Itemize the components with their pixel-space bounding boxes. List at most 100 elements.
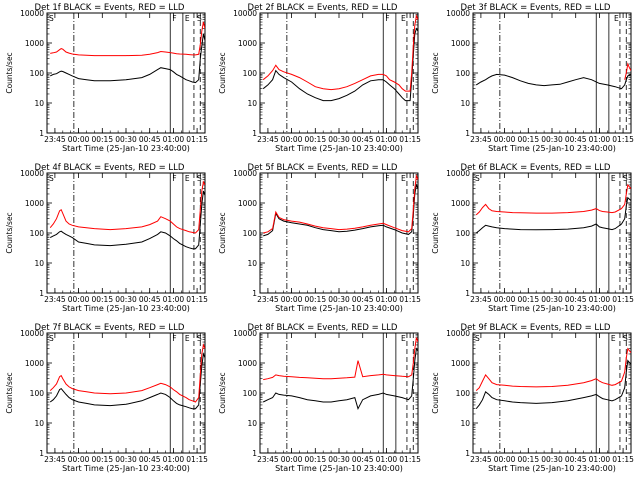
x-tick-label: 00:00	[494, 135, 516, 144]
series-line-lld	[475, 183, 631, 216]
event-marker-label: F	[385, 174, 389, 183]
y-tick-label: 1000	[238, 199, 257, 208]
x-tick-label: 00:30	[541, 135, 563, 144]
event-marker-label: S	[49, 334, 54, 343]
plot-frame	[259, 172, 419, 294]
chart-title: Det 7f BLACK = Events, RED = LLD	[35, 323, 185, 333]
chart-panel-2: Det 2f BLACK = Events, RED = LLD 1 10 100 10…	[218, 3, 421, 153]
y-tick-label: 1	[465, 129, 470, 138]
y-tick-label: 1	[465, 289, 470, 298]
x-tick-label: 23:45	[257, 295, 279, 304]
y-tick-label: 10	[34, 99, 44, 108]
chart-panel-6: Det 6f BLACK = Events, RED = LLD 1 10 100 10…	[431, 163, 634, 313]
y-tick-label: 100	[30, 389, 45, 398]
series-line-events	[49, 190, 205, 250]
series-line-lld	[475, 347, 631, 391]
chart-title: Det 8f BLACK = Events, RED = LLD	[248, 323, 398, 333]
x-tick-label: 00:00	[494, 295, 516, 304]
x-tick-label: 00:00	[281, 135, 303, 144]
y-tick-label: 100	[456, 69, 471, 78]
series-line-events	[263, 183, 418, 237]
chart-title: Det 6f BLACK = Events, RED = LLD	[461, 163, 611, 173]
x-tick-label: 01:15	[612, 135, 634, 144]
series-line-lld	[262, 14, 418, 92]
series-line-lld	[50, 21, 205, 57]
event-marker-label: E	[401, 174, 406, 183]
y-tick-label: 100	[243, 69, 258, 78]
x-axis-label: Start Time (25-Jan-10 23:40:00)	[275, 464, 403, 473]
x-tick-label: 00:30	[328, 295, 350, 304]
x-tick-label: 01:15	[399, 135, 421, 144]
x-axis-label: Start Time (25-Jan-10 23:40:00)	[62, 304, 190, 313]
y-tick-label: 10000	[233, 9, 257, 18]
x-tick-label: 00:45	[139, 295, 161, 304]
y-tick-label: 10000	[20, 169, 44, 178]
chart-title: Det 5f BLACK = Events, RED = LLD	[248, 163, 398, 173]
x-tick-label: 01:00	[589, 455, 611, 464]
y-axis-label: Counts/sec	[218, 212, 227, 253]
series-line-events	[262, 27, 418, 102]
y-tick-label: 1000	[25, 39, 44, 48]
y-tick-label: 100	[30, 229, 45, 238]
series-line-events	[49, 352, 205, 410]
event-marker-label: S	[623, 334, 628, 343]
x-tick-label: 01:00	[376, 295, 398, 304]
x-tick-label: 00:15	[304, 135, 326, 144]
chart-title: Det 2f BLACK = Events, RED = LLD	[248, 3, 398, 13]
x-tick-label: 01:15	[399, 455, 421, 464]
y-tick-label: 1000	[451, 359, 470, 368]
y-axis-label: Counts/sec	[5, 212, 14, 253]
chart-panel-7: Det 7f BLACK = Events, RED = LLD 1 10 100 10…	[5, 323, 208, 473]
y-axis-label: Counts/sec	[5, 372, 14, 413]
x-axis-label: Start Time (25-Jan-10 23:40:00)	[488, 464, 616, 473]
event-marker-label: S	[623, 174, 628, 183]
plot-frame	[259, 12, 419, 134]
event-marker-label: S	[475, 334, 480, 343]
x-tick-label: 00:45	[352, 455, 374, 464]
y-tick-label: 10	[34, 259, 44, 268]
event-marker-label: F	[172, 14, 176, 23]
x-tick-label: 23:45	[44, 455, 66, 464]
event-marker-label: S	[49, 14, 54, 23]
y-tick-label: 1	[252, 289, 257, 298]
chart-panel-9: Det 9f BLACK = Events, RED = LLD 1 10 100 10…	[431, 323, 634, 473]
x-tick-label: 00:00	[68, 135, 90, 144]
x-tick-label: 01:00	[163, 135, 185, 144]
y-tick-label: 1	[39, 449, 44, 458]
series-line-lld	[263, 337, 418, 381]
x-tick-label: 00:15	[91, 295, 113, 304]
x-axis-label: Start Time (25-Jan-10 23:40:00)	[62, 144, 190, 153]
x-tick-label: 23:45	[470, 455, 492, 464]
x-tick-label: 01:15	[612, 455, 634, 464]
y-tick-label: 10	[460, 419, 470, 428]
y-tick-label: 1	[39, 129, 44, 138]
chart-panel-3: Det 3f BLACK = Events, RED = LLD 1 10 100 10…	[431, 3, 634, 153]
x-tick-label: 23:45	[470, 135, 492, 144]
y-tick-label: 10	[460, 259, 470, 268]
event-marker-label: E	[185, 174, 190, 183]
y-tick-label: 100	[456, 229, 471, 238]
x-tick-label: 00:00	[68, 295, 90, 304]
chart-panel-4: Det 4f BLACK = Events, RED = LLD 1 10 100 10…	[5, 163, 208, 313]
y-tick-label: 10000	[446, 329, 470, 338]
y-tick-label: 10	[247, 259, 257, 268]
x-tick-label: 00:00	[281, 455, 303, 464]
event-marker-label: F	[172, 174, 176, 183]
y-axis-label: Counts/sec	[218, 372, 227, 413]
event-marker-label: E	[611, 334, 616, 343]
x-tick-label: 00:15	[517, 455, 539, 464]
event-marker-label: E	[611, 174, 616, 183]
plot-frame	[259, 332, 419, 454]
x-tick-label: 00:45	[565, 135, 587, 144]
event-marker-label: S	[49, 174, 54, 183]
y-tick-label: 10000	[446, 169, 470, 178]
x-tick-label: 23:45	[257, 455, 279, 464]
y-axis-label: Counts/sec	[218, 52, 227, 93]
x-tick-label: 01:15	[399, 295, 421, 304]
y-tick-label: 10000	[20, 9, 44, 18]
x-tick-label: 23:45	[470, 295, 492, 304]
x-tick-label: 00:30	[115, 295, 137, 304]
x-tick-label: 00:00	[281, 295, 303, 304]
y-tick-label: 100	[243, 229, 258, 238]
x-tick-label: 00:15	[517, 135, 539, 144]
